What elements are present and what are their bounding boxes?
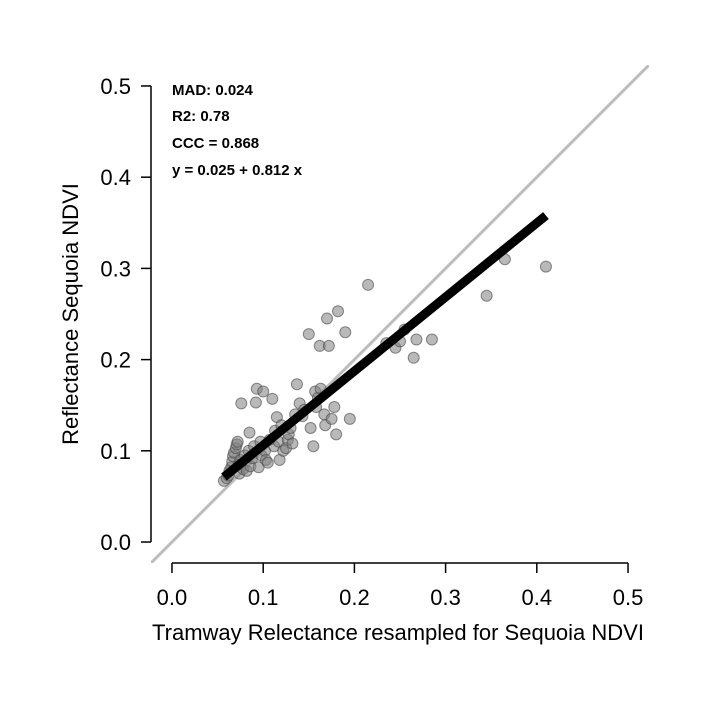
data-point [290, 378, 303, 391]
data-point [480, 289, 493, 302]
x-axis-title: Tramway Relectance resampled for Sequoia… [152, 620, 644, 645]
y-tick-label: 0.2 [100, 348, 131, 373]
y-axis: 0.0 0.1 0.2 0.3 0.4 0.5 [100, 74, 152, 555]
y-axis-title: Reflectance Sequoia NDVI [58, 183, 83, 445]
r2-annotation: R2: 0.78 [172, 108, 230, 125]
data-point [261, 456, 274, 469]
data-point [307, 440, 320, 453]
data-point [362, 278, 375, 291]
data-point [539, 260, 552, 273]
mad-annotation: MAD: 0.024 [172, 82, 254, 99]
data-point [243, 426, 256, 439]
x-tick-label: 0.0 [157, 585, 188, 610]
x-tick-label: 0.1 [248, 585, 279, 610]
y-tick-label: 0.4 [100, 165, 131, 190]
data-point [339, 326, 352, 339]
data-point [343, 412, 356, 425]
y-tick-label: 0.3 [100, 256, 131, 281]
y-tick-label: 0.5 [100, 74, 131, 99]
x-tick-label: 0.3 [430, 585, 461, 610]
ccc-annotation: CCC = 0.868 [172, 135, 259, 152]
y-tick-label: 0.0 [100, 530, 131, 555]
data-point [235, 397, 248, 410]
x-tick-label: 0.2 [339, 585, 370, 610]
data-point [407, 351, 420, 364]
data-point [328, 401, 341, 414]
identity-line [151, 65, 649, 563]
data-point [302, 328, 315, 341]
y-tick-label: 0.1 [100, 439, 131, 464]
data-point [304, 422, 317, 435]
data-point [286, 437, 299, 450]
data-point [266, 392, 279, 405]
x-tick-label: 0.5 [613, 585, 644, 610]
equation-annotation: y = 0.025 + 0.812 x [172, 162, 303, 179]
x-tick-label: 0.4 [522, 585, 553, 610]
data-point [321, 312, 334, 325]
data-point [410, 333, 423, 346]
data-point [249, 396, 262, 409]
regression-line [221, 212, 549, 481]
data-point [257, 385, 270, 398]
scatter-points [217, 253, 552, 487]
x-axis: 0.0 0.1 0.2 0.3 0.4 0.5 [157, 562, 644, 610]
data-point [425, 333, 438, 346]
data-point [322, 339, 335, 352]
data-point [331, 305, 344, 318]
data-point [325, 412, 338, 425]
data-point [330, 428, 343, 441]
data-point [231, 435, 244, 448]
